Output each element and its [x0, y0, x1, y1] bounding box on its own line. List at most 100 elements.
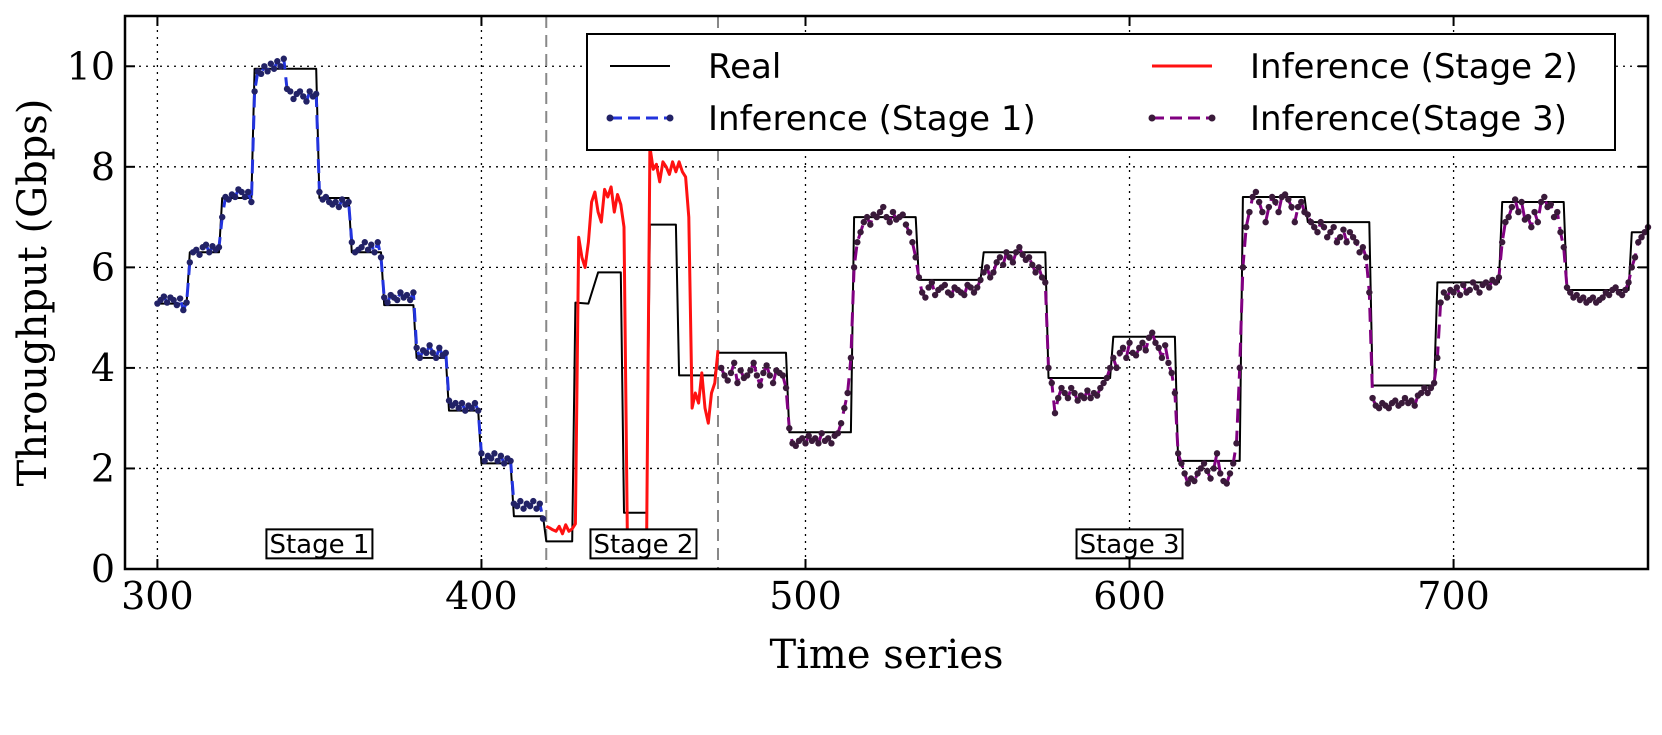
data-point	[1486, 284, 1493, 291]
data-point	[1638, 234, 1645, 241]
data-point	[1641, 228, 1648, 236]
data-point	[1213, 450, 1221, 457]
data-point	[824, 435, 832, 442]
data-point	[763, 362, 770, 369]
data-point	[1362, 254, 1370, 261]
data-point	[1200, 460, 1208, 467]
data-point	[915, 274, 923, 281]
data-point	[413, 344, 420, 351]
data-point	[1434, 354, 1441, 362]
data-point	[1515, 208, 1522, 216]
data-point	[854, 239, 861, 246]
data-point	[974, 284, 981, 291]
data-point	[1006, 254, 1013, 261]
data-point	[1207, 475, 1214, 482]
legend-marker	[666, 114, 674, 122]
data-point	[993, 259, 1000, 266]
data-point	[782, 384, 790, 392]
y-tick-label: 6	[91, 245, 115, 289]
legend-marker	[1208, 114, 1216, 122]
data-point	[458, 399, 466, 407]
data-point	[1223, 480, 1230, 487]
data-point	[1255, 198, 1263, 206]
data-point	[1116, 349, 1124, 357]
data-point	[760, 369, 767, 377]
data-point	[445, 397, 453, 404]
data-point	[1563, 284, 1571, 291]
data-point	[1508, 203, 1516, 211]
data-point	[1003, 249, 1010, 256]
data-point	[1314, 228, 1321, 236]
data-point	[1142, 347, 1149, 354]
data-point	[1123, 354, 1130, 362]
data-point	[1340, 226, 1347, 233]
data-point	[922, 294, 929, 301]
data-point	[1025, 254, 1033, 261]
data-point	[718, 364, 725, 372]
data-point	[1330, 223, 1337, 231]
data-point	[1528, 223, 1535, 231]
data-point	[1336, 234, 1344, 241]
data-point	[410, 289, 417, 296]
data-point	[215, 244, 223, 251]
data-point	[442, 349, 450, 357]
data-point	[384, 299, 391, 306]
data-point	[786, 425, 793, 432]
data-point	[1518, 198, 1525, 206]
data-point	[1333, 239, 1341, 246]
data-point	[1119, 344, 1127, 351]
legend-label: Inference(Stage 3)	[1250, 99, 1567, 139]
y-tick-label: 8	[91, 145, 115, 189]
data-point	[1554, 208, 1561, 216]
data-point	[520, 505, 527, 512]
y-tick-label: 2	[91, 446, 115, 490]
axis-ticks: 300 400 500 600 700 0 2 4 6 8 10	[67, 16, 1648, 618]
data-point	[335, 203, 343, 211]
data-point	[1161, 342, 1169, 349]
data-point	[1019, 251, 1026, 258]
y-tick-label: 0	[91, 547, 115, 591]
data-point	[1016, 244, 1023, 251]
data-point	[296, 88, 304, 95]
data-point	[883, 213, 890, 221]
data-point	[1599, 294, 1606, 301]
data-point	[1589, 294, 1597, 301]
series-3	[718, 188, 1652, 487]
data-point	[841, 404, 848, 412]
data-point	[1184, 480, 1192, 487]
data-point	[873, 213, 880, 221]
data-point	[1294, 203, 1302, 211]
data-point	[1132, 352, 1140, 359]
data-point	[1469, 279, 1477, 286]
data-point	[1152, 339, 1159, 346]
data-point	[1197, 465, 1205, 472]
data-point	[1304, 211, 1311, 218]
data-point	[1080, 394, 1088, 402]
data-point	[1181, 470, 1188, 477]
data-point	[1476, 289, 1483, 296]
stage-label-box	[265, 528, 374, 560]
data-point	[416, 354, 424, 362]
data-point	[905, 228, 913, 236]
data-point	[1110, 354, 1117, 362]
data-point	[1323, 234, 1331, 241]
data-point	[948, 291, 955, 299]
data-point	[267, 60, 275, 67]
data-point	[1317, 218, 1324, 226]
data-point	[1534, 218, 1542, 226]
data-point	[1437, 299, 1444, 306]
data-point	[1288, 203, 1295, 211]
data-point	[403, 291, 411, 299]
data-point	[802, 440, 809, 447]
data-point	[1097, 384, 1104, 392]
data-point	[1369, 394, 1376, 402]
data-point	[306, 88, 313, 95]
data-point	[1084, 387, 1091, 394]
data-point	[1417, 389, 1425, 397]
data-point	[371, 249, 378, 256]
legend-entry: Inference(Stage 3)	[1148, 99, 1567, 139]
data-point	[368, 241, 375, 248]
data-point	[1421, 384, 1428, 392]
data-point	[1259, 208, 1266, 216]
data-point	[815, 440, 822, 447]
